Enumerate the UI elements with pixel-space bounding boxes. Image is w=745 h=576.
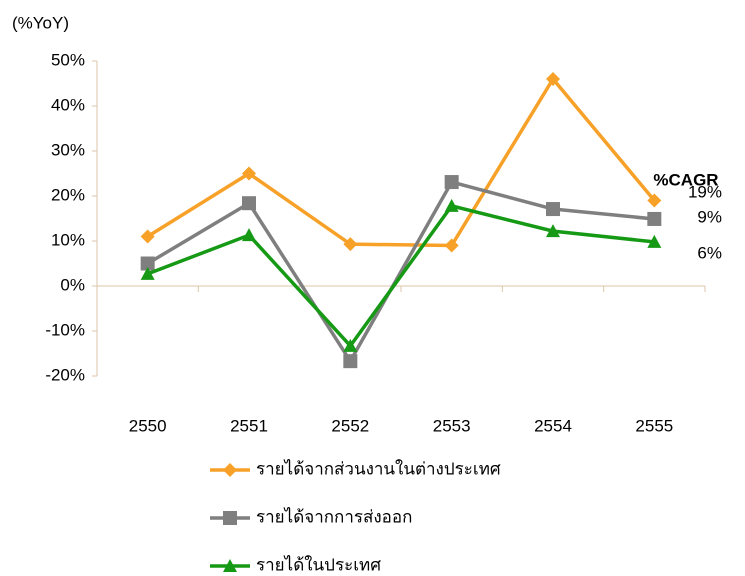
y-tick-label: -20%: [45, 365, 85, 384]
series-line: [147, 203, 655, 349]
x-tick-label: 2551: [230, 416, 268, 435]
x-tick-label: 2555: [635, 416, 673, 435]
annotation: %CAGR: [653, 170, 718, 189]
marker: [223, 511, 237, 525]
marker: [546, 202, 560, 217]
y-tick-label: -10%: [45, 320, 85, 339]
series-line: [146, 76, 656, 248]
y-tick-label: 30%: [51, 140, 85, 159]
legend-label: รายได้จากส่วนงานในต่างประเทศ: [256, 458, 501, 478]
marker: [647, 211, 662, 226]
y-tick-label: 10%: [51, 230, 85, 249]
marker: [647, 234, 662, 248]
y-tick-label: 20%: [51, 185, 85, 204]
y-axis-label: (%YoY): [12, 13, 69, 32]
x-tick-label: 2554: [534, 416, 572, 435]
legend-label: รายได้ในประเทศ: [256, 554, 381, 574]
marker: [647, 193, 662, 208]
marker: [140, 256, 155, 271]
y-tick-label: 50%: [51, 50, 85, 69]
marker: [546, 72, 560, 86]
marker: [140, 229, 155, 244]
y-tick-label: 0%: [60, 275, 85, 294]
series-line: [146, 180, 655, 365]
marker: [242, 196, 256, 211]
marker: [546, 224, 560, 238]
marker: [223, 559, 237, 572]
x-tick-label: 2552: [331, 416, 369, 435]
marker: [444, 198, 459, 212]
marker: [140, 266, 155, 280]
marker: [444, 238, 459, 253]
legend-label: รายได้จากการส่งออก: [256, 506, 412, 526]
marker: [242, 228, 256, 242]
x-tick-label: 2550: [129, 416, 167, 435]
marker: [343, 338, 358, 352]
marker: [242, 166, 256, 181]
annotation: 6%: [697, 243, 722, 262]
marker: [343, 237, 358, 252]
annotation: 19%: [688, 182, 722, 201]
y-tick-label: 40%: [51, 95, 85, 114]
annotation: 9%: [697, 207, 722, 226]
marker: [343, 354, 358, 369]
marker: [223, 463, 237, 477]
x-tick-label: 2553: [433, 416, 471, 435]
marker: [444, 175, 459, 190]
